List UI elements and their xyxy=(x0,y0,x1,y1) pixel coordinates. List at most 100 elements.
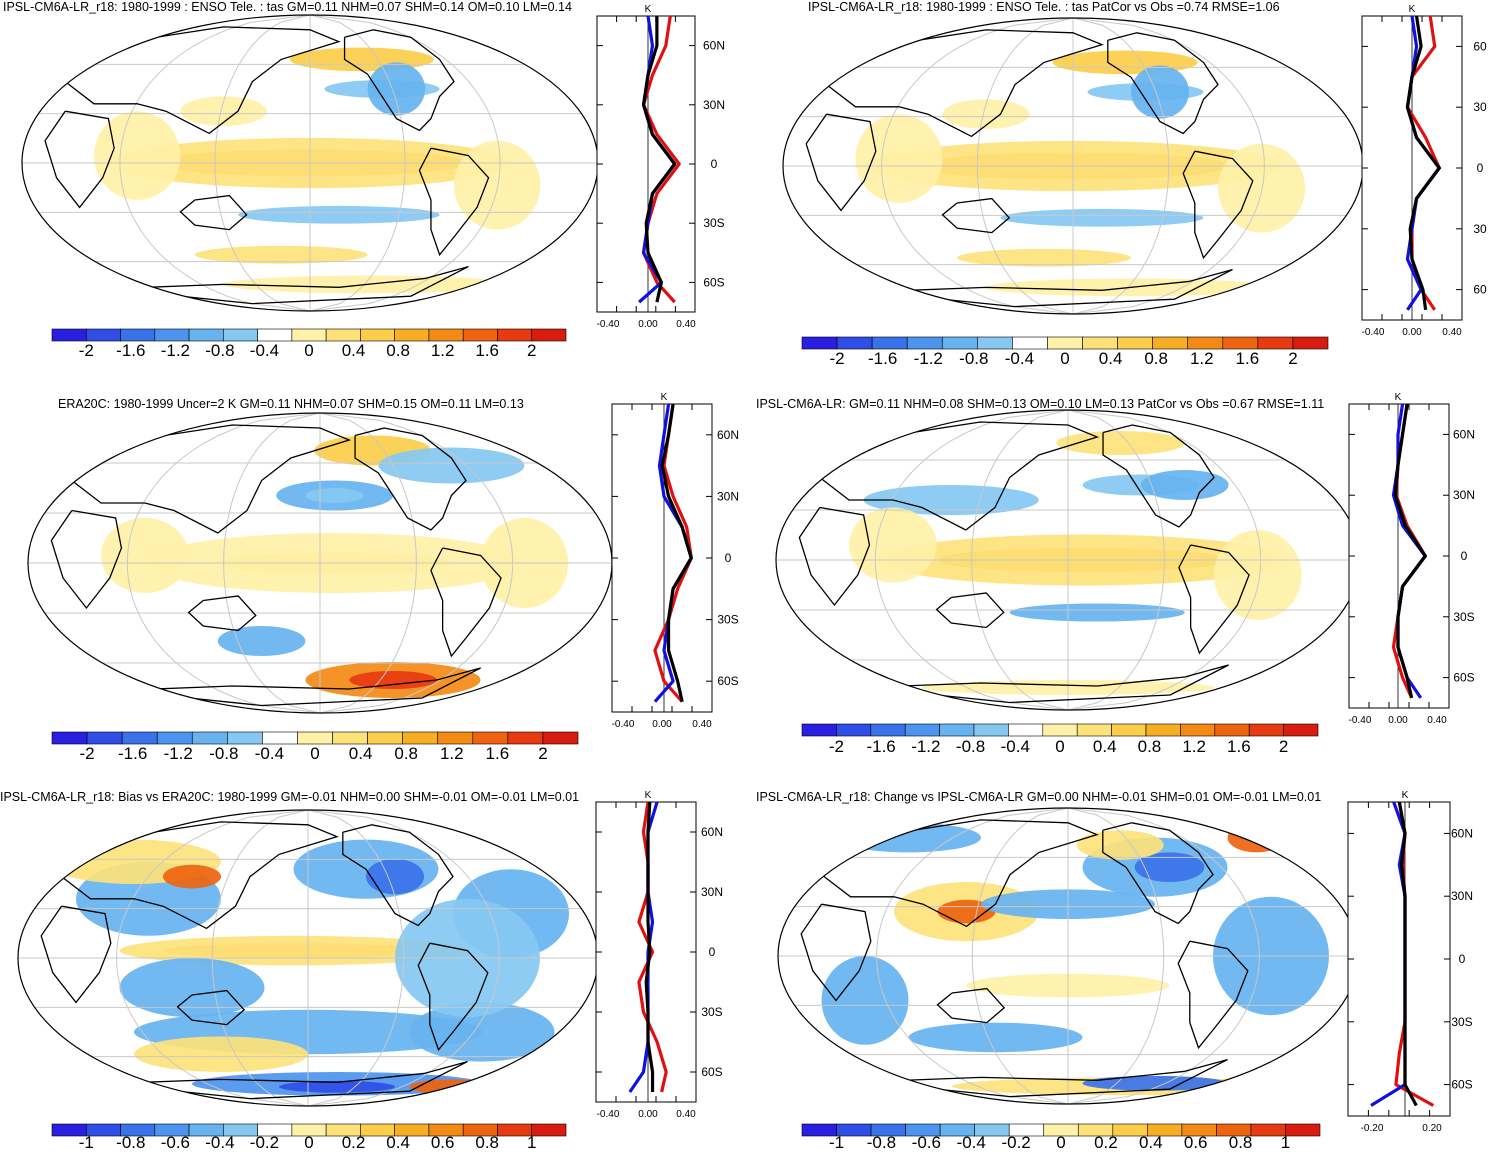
colorbar-label: 2 xyxy=(1279,737,1288,756)
anomaly-region xyxy=(366,858,424,895)
coastline xyxy=(936,987,1006,1024)
colorbar-swatch xyxy=(1117,336,1153,350)
profile-unit: K xyxy=(1395,392,1402,403)
colorbar-label: 0 xyxy=(304,1133,313,1152)
latitude-label: 0 xyxy=(725,551,732,565)
profile-series-black xyxy=(1393,403,1427,699)
coastline xyxy=(418,147,490,257)
colorbar-label: -0.8 xyxy=(209,744,238,763)
profile-tick-label: -0.20 xyxy=(1361,1123,1384,1134)
anomaly-region xyxy=(194,245,368,264)
profile-tick-label: 0.00 xyxy=(1402,327,1422,338)
map-field xyxy=(22,15,598,311)
colorbar-label: 0.6 xyxy=(1184,1133,1208,1152)
colorbar-label: 0.8 xyxy=(1138,737,1162,756)
profile-tick-label: 0.40 xyxy=(1442,327,1462,338)
coastline xyxy=(821,819,1099,928)
colorbar-swatch xyxy=(367,731,403,745)
colorbar-swatch xyxy=(332,731,368,745)
latitude-label: 60N xyxy=(701,825,723,839)
colorbar-swatch xyxy=(836,723,872,737)
colorbar-swatch xyxy=(360,328,395,342)
colorbar-label: -1.6 xyxy=(116,341,145,360)
coastline xyxy=(805,113,877,212)
anomaly-region xyxy=(855,114,943,203)
anomaly-region xyxy=(1056,431,1185,455)
colorbar-label: -0.6 xyxy=(912,1133,941,1152)
colorbar-label: 1.6 xyxy=(486,744,510,763)
coastline xyxy=(935,592,1005,629)
colorbar-swatch xyxy=(394,328,430,342)
colorbar-swatch xyxy=(1257,336,1294,350)
latitude-label: 30 xyxy=(1473,222,1487,236)
colorbar-swatch xyxy=(542,731,579,745)
colorbar-swatch xyxy=(120,328,156,342)
longitude-gridline xyxy=(971,808,1069,1104)
coastline xyxy=(1102,424,1215,528)
colorbar-label: 0.8 xyxy=(1144,349,1168,368)
colorbar-label: -0.4 xyxy=(205,1133,234,1152)
longitude-gridline xyxy=(1067,808,1260,1104)
colorbar-label: -2 xyxy=(80,744,95,763)
zonal-profile: 60N 30N 0 30S 60S K -0.40 0.00 0.40 xyxy=(595,790,723,1120)
latitude-label: 30S xyxy=(1451,1015,1472,1029)
colorbar-swatch xyxy=(1047,336,1083,350)
profile-series-black xyxy=(644,801,655,1092)
panel-5: IPSL-CM6A-LR_r18: Bias vs ERA20C: 1980-1… xyxy=(0,770,748,1156)
colorbar-swatch xyxy=(86,731,123,745)
colorbar-swatch xyxy=(1285,1123,1321,1137)
profile-tick-label: 0.00 xyxy=(1388,715,1408,726)
profile-unit: K xyxy=(661,392,668,403)
longitude-gridline xyxy=(309,15,501,311)
profile-tick-label: 0.40 xyxy=(1427,715,1447,726)
panel-title: IPSL-CM6A-LR_r18: Change vs IPSL-CM6A-LR… xyxy=(756,790,1322,804)
colorbar-swatch xyxy=(1008,723,1044,737)
colorbar-label: -0.8 xyxy=(116,1133,145,1152)
coastline xyxy=(40,905,112,1004)
colorbar-swatch xyxy=(1152,336,1189,350)
anomaly-region xyxy=(163,864,221,889)
anomaly-region xyxy=(1076,830,1164,860)
colorbar-label: -1.6 xyxy=(866,737,895,756)
colorbar-label: 0.8 xyxy=(475,1133,499,1152)
colorbar-label: 0.8 xyxy=(394,744,418,763)
coastline xyxy=(64,26,341,135)
profile-series-black xyxy=(1397,801,1418,1107)
profile-tick-label: 0.00 xyxy=(652,719,672,730)
longitude-gridline xyxy=(116,810,309,1106)
colorbar-label: 0.8 xyxy=(1229,1133,1253,1152)
longitude-gridline xyxy=(1067,410,1165,710)
colorbar-swatch xyxy=(941,336,978,350)
colorbar-swatch xyxy=(1082,336,1118,350)
colorbar-label: -0.8 xyxy=(956,737,985,756)
coastline xyxy=(798,506,871,607)
latitude-label: 60 xyxy=(1473,39,1487,53)
latitude-label: 30N xyxy=(1453,488,1475,502)
anomaly-region xyxy=(94,111,181,200)
colorbar-swatch xyxy=(1187,336,1224,350)
colorbar-swatch xyxy=(297,731,333,745)
colorbar-swatch xyxy=(325,328,361,342)
latitude-label: 60N xyxy=(1453,427,1475,441)
coastline xyxy=(1107,32,1219,135)
latitude-label: 60N xyxy=(717,428,739,442)
anomaly-region xyxy=(378,447,525,484)
coastline xyxy=(187,595,257,632)
colorbar-swatch xyxy=(870,723,906,737)
latitude-label: 60S xyxy=(1451,1078,1472,1092)
colorbar-label: -1.6 xyxy=(118,744,147,763)
coastline xyxy=(869,268,1233,308)
zonal-profile: 60N 30N 0 30S 60S K -0.40 0.00 0.40 xyxy=(1348,392,1475,726)
colorbar-label: 0.8 xyxy=(386,341,410,360)
map-field xyxy=(783,18,1363,314)
latitude-label: 30S xyxy=(701,1005,722,1019)
profile-tick-label: 0.00 xyxy=(638,1109,658,1120)
coastline xyxy=(343,29,455,132)
colorbar-swatch xyxy=(121,731,158,745)
colorbar-label: -1.2 xyxy=(164,744,193,763)
latitude-label: 30N xyxy=(701,885,723,899)
profile-series-black xyxy=(641,16,677,303)
panel-title: IPSL-CM6A-LR: GM=0.11 NHM=0.08 SHM=0.13 … xyxy=(756,397,1325,411)
anomaly-region xyxy=(937,899,996,924)
colorbar-swatch xyxy=(462,328,498,342)
